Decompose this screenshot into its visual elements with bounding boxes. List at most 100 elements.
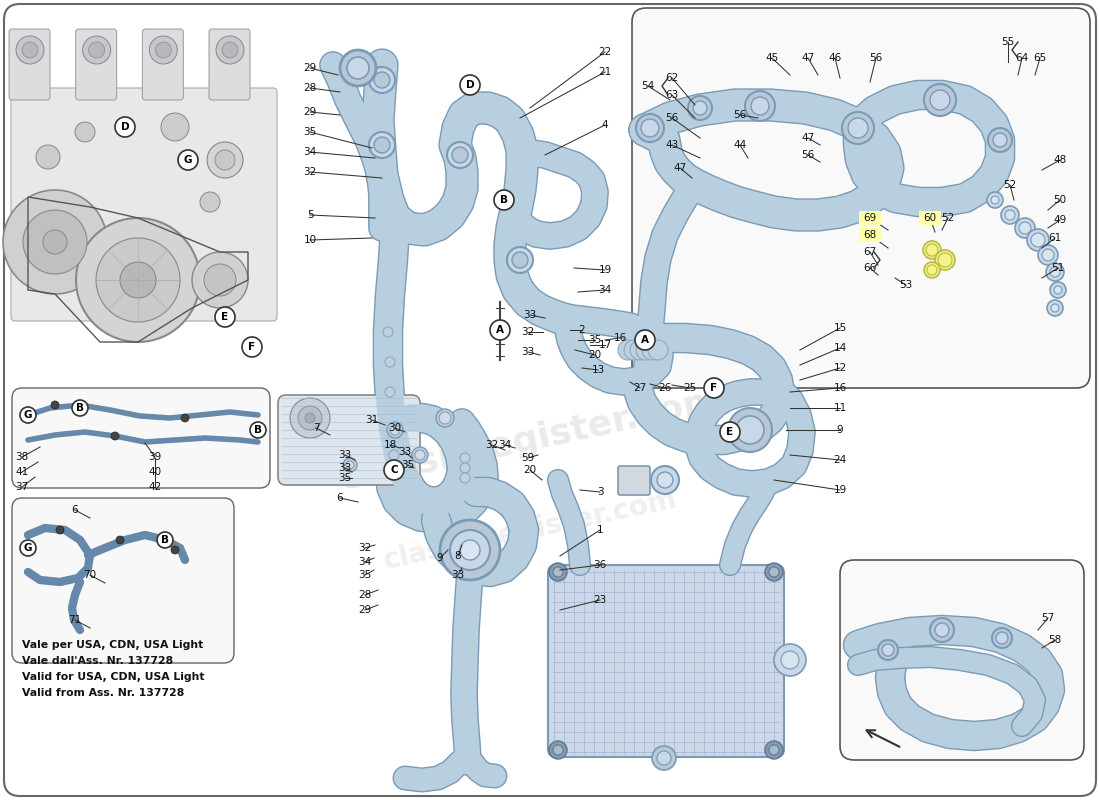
Circle shape xyxy=(549,563,566,581)
Circle shape xyxy=(374,137,390,153)
Text: 33: 33 xyxy=(339,450,352,460)
Text: G: G xyxy=(184,155,192,165)
Text: 57: 57 xyxy=(1042,613,1055,623)
FancyBboxPatch shape xyxy=(618,466,650,495)
Text: 35: 35 xyxy=(339,473,352,483)
Text: 33: 33 xyxy=(521,347,535,357)
Circle shape xyxy=(204,264,236,296)
Circle shape xyxy=(1001,206,1019,224)
Circle shape xyxy=(157,532,173,548)
Circle shape xyxy=(43,230,67,254)
Circle shape xyxy=(390,425,400,435)
Text: 33: 33 xyxy=(398,447,411,457)
Circle shape xyxy=(439,412,451,424)
Text: 60: 60 xyxy=(923,213,936,223)
Circle shape xyxy=(774,644,806,676)
Circle shape xyxy=(987,192,1003,208)
Text: E: E xyxy=(221,312,229,322)
Text: 10: 10 xyxy=(304,235,317,245)
Text: 58: 58 xyxy=(1048,635,1062,645)
Text: 70: 70 xyxy=(84,570,97,580)
Text: Vale per USA, CDN, USA Light: Vale per USA, CDN, USA Light xyxy=(22,640,204,650)
Circle shape xyxy=(781,651,799,669)
Circle shape xyxy=(305,413,315,423)
Text: 15: 15 xyxy=(834,323,847,333)
Text: 31: 31 xyxy=(365,415,378,425)
Circle shape xyxy=(657,751,671,765)
Circle shape xyxy=(383,327,393,337)
Text: F: F xyxy=(711,383,717,393)
Text: 34: 34 xyxy=(304,147,317,157)
Text: 29: 29 xyxy=(304,63,317,73)
Circle shape xyxy=(20,407,36,423)
Text: 23: 23 xyxy=(593,595,606,605)
FancyBboxPatch shape xyxy=(12,388,270,488)
FancyBboxPatch shape xyxy=(76,29,117,100)
Text: E: E xyxy=(726,427,734,437)
Circle shape xyxy=(1005,210,1015,220)
Circle shape xyxy=(460,453,470,463)
Text: 35: 35 xyxy=(304,127,317,137)
Text: B: B xyxy=(161,535,169,545)
Text: 1: 1 xyxy=(596,525,603,535)
Text: 47: 47 xyxy=(802,53,815,63)
Circle shape xyxy=(652,746,676,770)
FancyBboxPatch shape xyxy=(548,565,784,757)
Circle shape xyxy=(878,640,898,660)
Text: 33: 33 xyxy=(451,570,464,580)
Circle shape xyxy=(988,128,1012,152)
Circle shape xyxy=(155,42,172,58)
Circle shape xyxy=(923,241,940,259)
Circle shape xyxy=(161,113,189,141)
Circle shape xyxy=(3,190,107,294)
Circle shape xyxy=(624,340,644,360)
Circle shape xyxy=(343,458,358,472)
Circle shape xyxy=(926,244,938,256)
Text: 32: 32 xyxy=(485,440,498,450)
Text: 42: 42 xyxy=(148,482,162,492)
Circle shape xyxy=(72,400,88,416)
Circle shape xyxy=(553,745,563,755)
Text: B: B xyxy=(76,403,84,413)
Circle shape xyxy=(996,632,1008,644)
Circle shape xyxy=(1027,229,1049,251)
FancyBboxPatch shape xyxy=(840,560,1084,760)
Text: Vale dall'Ass. Nr. 137728: Vale dall'Ass. Nr. 137728 xyxy=(22,656,173,666)
Text: 36: 36 xyxy=(593,560,606,570)
Circle shape xyxy=(214,150,235,170)
Circle shape xyxy=(440,520,500,580)
FancyBboxPatch shape xyxy=(859,228,881,242)
Text: 35: 35 xyxy=(588,335,602,345)
Circle shape xyxy=(16,36,44,64)
Text: 17: 17 xyxy=(598,340,612,350)
Circle shape xyxy=(842,112,874,144)
Text: 9: 9 xyxy=(437,553,443,563)
Text: 4: 4 xyxy=(602,120,608,130)
Circle shape xyxy=(182,414,189,422)
Text: 28: 28 xyxy=(304,83,317,93)
Text: 21: 21 xyxy=(598,67,612,77)
Text: 59: 59 xyxy=(521,453,535,463)
Text: classicregister.com: classicregister.com xyxy=(381,485,680,575)
FancyBboxPatch shape xyxy=(278,395,420,485)
Circle shape xyxy=(120,262,156,298)
Text: 29: 29 xyxy=(359,605,372,615)
Circle shape xyxy=(242,337,262,357)
Text: 47: 47 xyxy=(802,133,815,143)
Circle shape xyxy=(222,42,238,58)
FancyBboxPatch shape xyxy=(632,8,1090,388)
Circle shape xyxy=(764,741,783,759)
Text: 12: 12 xyxy=(834,363,847,373)
Circle shape xyxy=(490,320,510,340)
Circle shape xyxy=(412,447,428,463)
Circle shape xyxy=(927,265,937,275)
Circle shape xyxy=(992,628,1012,648)
Circle shape xyxy=(389,450,399,460)
Circle shape xyxy=(1019,222,1031,234)
Text: A: A xyxy=(641,335,649,345)
Text: G: G xyxy=(24,543,32,553)
FancyBboxPatch shape xyxy=(918,211,940,225)
Text: C: C xyxy=(390,465,398,475)
Text: 40: 40 xyxy=(148,467,162,477)
Text: 43: 43 xyxy=(666,140,679,150)
